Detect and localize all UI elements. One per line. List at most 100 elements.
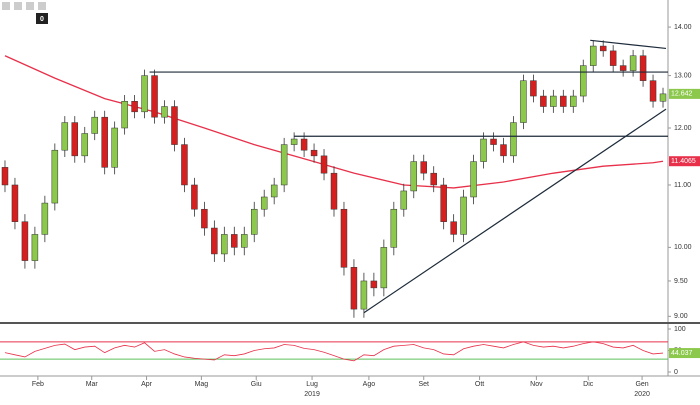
candle-body — [390, 208, 398, 248]
y-tick-label: 13.00 — [674, 72, 692, 79]
rsi-tick-label: 0 — [674, 369, 678, 376]
candle-body — [141, 75, 148, 113]
candle-body — [550, 95, 557, 107]
ma-value: 11.4065 — [671, 158, 696, 165]
candle-body — [470, 161, 477, 198]
candle-body — [629, 55, 637, 71]
last-price: 12.642 — [671, 91, 693, 98]
x-tick-label: Apr — [141, 381, 153, 388]
badge: 0 — [40, 16, 44, 23]
candle-body — [400, 190, 408, 210]
candle-body — [589, 45, 597, 66]
x-tick-label: Gen — [635, 381, 648, 388]
candle-body — [280, 144, 288, 186]
candle-body — [191, 184, 198, 210]
candle-body — [649, 80, 657, 102]
last-price-box — [669, 88, 700, 99]
candle-body — [201, 208, 208, 229]
y-tick-label: 11.00 — [674, 182, 691, 189]
candle-body — [41, 202, 49, 235]
candle-body — [440, 184, 447, 222]
rsi-value-box — [669, 348, 700, 359]
x-tick-label: Mar — [86, 381, 99, 388]
candle-body — [300, 138, 308, 151]
candle-body — [250, 208, 258, 235]
x-tick-label: Giu — [251, 381, 262, 388]
candle-body — [609, 50, 617, 66]
x-tick-label: Lug — [306, 381, 318, 388]
candle-body — [320, 155, 328, 174]
candle-body — [21, 221, 29, 261]
x-tick-label: Dic — [583, 381, 594, 388]
y-tick-label: 10.00 — [674, 244, 692, 251]
candle-body — [520, 80, 527, 123]
moving-average — [4, 55, 664, 189]
x-tick-label: Mag — [195, 381, 209, 388]
candle-body — [11, 184, 19, 222]
candle-body — [161, 106, 168, 118]
candle-body — [659, 93, 667, 102]
candle-body — [1, 167, 9, 186]
candle-body — [290, 138, 298, 145]
candle-body — [480, 138, 487, 162]
rsi-value: 44.037 — [671, 350, 693, 357]
candle-body — [500, 144, 507, 157]
candle-body — [639, 55, 647, 81]
candle-body — [111, 127, 118, 168]
tool-icon[interactable] — [14, 2, 22, 10]
tool-icon[interactable] — [2, 2, 10, 10]
candle-body — [340, 208, 348, 268]
x-tick-label: Nov — [530, 381, 543, 388]
candle-body — [270, 184, 278, 198]
candle-body — [91, 116, 98, 134]
candle-body — [211, 227, 218, 255]
candle-body — [380, 247, 388, 289]
candle-body — [260, 196, 268, 210]
candle-body — [131, 101, 138, 113]
candle-body — [370, 280, 378, 289]
candle-body — [151, 75, 158, 118]
ma-value-box — [669, 156, 700, 167]
candle-body — [410, 161, 418, 192]
candle-body — [510, 122, 517, 157]
year-label: 2019 — [304, 391, 320, 398]
candle-body — [530, 80, 537, 97]
rsi-tick-label: 100 — [674, 326, 686, 333]
candle-body — [350, 267, 358, 310]
tool-icon[interactable] — [26, 2, 34, 10]
candle-body — [310, 149, 318, 157]
tool-icon[interactable] — [38, 2, 46, 10]
candle-body — [570, 95, 577, 107]
candle-body — [181, 144, 188, 186]
candle-body — [619, 65, 627, 71]
y-tick-label: 14.00 — [674, 24, 692, 31]
x-tick-label: Set — [418, 381, 429, 388]
y-tick-label: 9.50 — [674, 278, 688, 285]
candle-body — [360, 280, 368, 310]
candle-body — [560, 95, 567, 107]
candle-body — [460, 196, 467, 235]
candle-body — [51, 149, 59, 204]
rsi-line — [4, 341, 664, 362]
candle-body — [330, 172, 338, 210]
candle-body — [450, 221, 457, 235]
candle-body — [81, 133, 88, 157]
candle-body — [61, 122, 69, 151]
candle-body — [430, 172, 437, 186]
candle-body — [171, 106, 178, 145]
candle-body — [241, 234, 248, 248]
badge-box[interactable] — [36, 13, 48, 24]
candle-body — [420, 161, 427, 174]
candle-body — [71, 122, 79, 157]
candle-body — [121, 101, 128, 129]
candle-body — [31, 234, 39, 261]
toolbar: 0 — [2, 2, 48, 24]
x-tick-label: Ott — [475, 381, 484, 388]
x-tick-label: Ago — [363, 381, 376, 388]
x-tick-label: Feb — [32, 381, 44, 388]
candle-body — [490, 138, 497, 145]
trendline — [363, 108, 667, 314]
candle-body — [580, 65, 587, 97]
year-label: 2020 — [634, 391, 650, 398]
